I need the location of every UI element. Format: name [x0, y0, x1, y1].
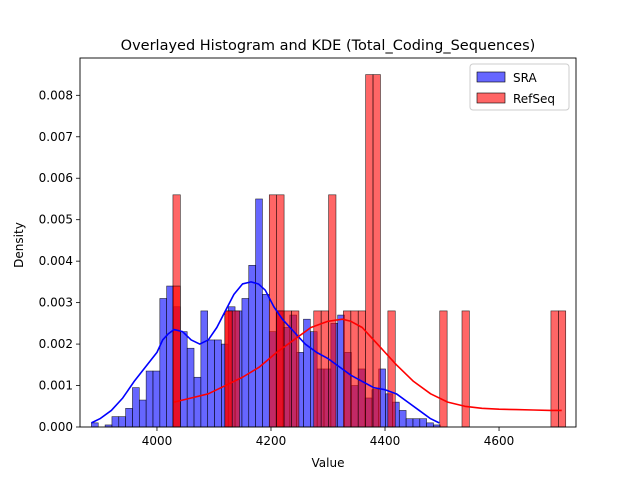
sra-bar	[398, 410, 407, 428]
sra-bar	[193, 376, 202, 428]
refseq-bar	[387, 310, 396, 428]
sra-bar	[426, 422, 434, 428]
sra-bar	[303, 318, 311, 428]
refseq-bar	[268, 194, 277, 428]
sra-bar	[248, 264, 256, 428]
legend-swatch-sra	[476, 71, 506, 83]
sra-bar	[186, 347, 195, 428]
refseq-bar	[172, 285, 181, 428]
sra-bar	[91, 422, 99, 428]
y-tick-label: 0.005	[39, 213, 73, 227]
legend-swatch-refseq	[476, 92, 506, 104]
refseq-bar	[231, 310, 240, 428]
y-tick-label: 0.003	[39, 296, 73, 310]
refseq-bar	[365, 74, 374, 428]
sra-bar	[132, 387, 140, 428]
chart-title: Overlayed Histogram and KDE (Total_Codin…	[121, 38, 536, 54]
refseq-bar	[328, 194, 337, 428]
x-tick-label: 4200	[256, 434, 287, 448]
sra-bar	[405, 418, 414, 428]
y-tick-label: 0.007	[39, 130, 73, 144]
legend-label-sra: SRA	[513, 71, 537, 85]
y-tick-label: 0.006	[39, 171, 73, 185]
y-tick-label: 0.001	[39, 379, 73, 393]
refseq-bar	[343, 310, 352, 428]
sra-bar	[255, 198, 263, 428]
refseq-bar	[558, 310, 567, 428]
sra-bar	[138, 399, 147, 428]
refseq-bar	[372, 74, 381, 428]
sra-bar	[412, 418, 421, 428]
axes: 4000 4200 4400 4600 0.000 0.001 0.002 0.003 0.00…	[39, 57, 577, 448]
refseq-bar	[320, 310, 329, 428]
y-tick-label: 0.004	[39, 254, 73, 268]
refseq-bar	[350, 310, 359, 428]
y-tick-label: 0.002	[39, 337, 73, 351]
sra-bar	[241, 298, 250, 428]
axes-frame	[79, 57, 577, 428]
y-tick-label: 0.000	[39, 420, 73, 434]
y-axis-label: Density	[12, 222, 26, 268]
sra-bar	[180, 331, 188, 428]
sra-bar	[145, 370, 154, 428]
refseq-bar	[313, 310, 322, 428]
sra-bar	[419, 418, 427, 428]
x-tick-label: 4600	[484, 434, 515, 448]
sra-bar	[111, 416, 120, 428]
refseq-bar	[224, 310, 233, 428]
y-tick-label: 0.008	[39, 88, 73, 102]
sra-kde-line	[91, 281, 440, 424]
sra-bar	[200, 310, 209, 428]
sra-bar	[214, 339, 222, 428]
x-axis-label: Value	[312, 456, 345, 470]
refseq-bar	[550, 310, 559, 428]
sra-bar	[152, 370, 161, 428]
refseq-bar	[276, 310, 285, 428]
sra-bar	[166, 285, 174, 428]
legend: SRA RefSeq	[469, 63, 570, 111]
legend-label-refseq: RefSeq	[513, 92, 555, 106]
refseq-bar	[439, 310, 448, 428]
sra-bar	[159, 298, 167, 428]
sra-bar	[125, 408, 133, 428]
x-tick-label: 4000	[142, 434, 173, 448]
sra-bar	[118, 416, 126, 428]
refseq-kde-line	[173, 318, 562, 412]
x-tick-label: 4400	[370, 434, 401, 448]
refseq-bar	[461, 310, 470, 428]
sra-bar	[207, 339, 215, 428]
refseq-bar	[291, 310, 300, 428]
